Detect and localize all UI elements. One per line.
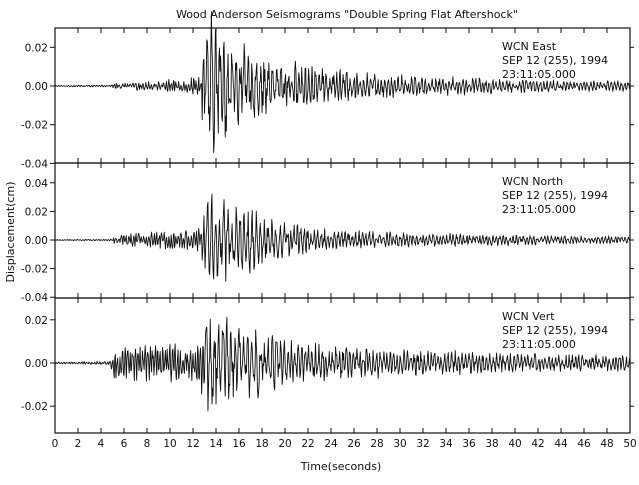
- x-tick-label: 30: [393, 438, 406, 450]
- x-tick-label: 4: [98, 438, 105, 450]
- y-axis-label: Displacement(cm): [4, 182, 17, 283]
- station-label: WCN East: [502, 40, 557, 53]
- x-tick-label: 10: [163, 438, 176, 450]
- waveform-trace-vert: [54, 316, 631, 412]
- panel-frame-vert: [54, 297, 631, 434]
- x-tick-label: 24: [324, 438, 338, 450]
- chart-title: Wood Anderson Seismograms "Double Spring…: [176, 8, 518, 21]
- y-tick-label: 0.00: [25, 358, 48, 370]
- y-tick-label: 0.02: [25, 42, 48, 54]
- x-tick-label: 0: [52, 438, 59, 450]
- station-label: WCN North: [502, 175, 563, 188]
- x-tick-label: 34: [439, 438, 453, 450]
- x-tick-label: 36: [462, 438, 476, 450]
- x-tick-label: 6: [121, 438, 128, 450]
- waveform-trace-north: [54, 193, 631, 282]
- station-label: WCN Vert: [502, 310, 555, 323]
- x-tick-label: 46: [577, 438, 591, 450]
- x-tick-label: 12: [186, 438, 199, 450]
- x-tick-label: 38: [485, 438, 498, 450]
- date-label: SEP 12 (255), 1994: [502, 324, 608, 337]
- y-tick-label: -0.02: [21, 401, 48, 413]
- x-tick-label: 18: [255, 438, 268, 450]
- x-tick-label: 42: [531, 438, 544, 450]
- y-tick-label: -0.04: [21, 292, 48, 304]
- x-tick-label: 50: [623, 438, 636, 450]
- x-tick-label: 20: [278, 438, 291, 450]
- x-tick-label: 2: [75, 438, 82, 450]
- time-label: 23:11:05.000: [502, 203, 576, 216]
- x-tick-label: 28: [370, 438, 383, 450]
- y-tick-label: -0.02: [21, 120, 48, 132]
- y-tick-label: 0.02: [25, 315, 48, 327]
- x-tick-label: 8: [144, 438, 151, 450]
- x-tick-label: 32: [416, 438, 429, 450]
- x-tick-label: 22: [301, 438, 314, 450]
- x-axis-label: Time(seconds): [300, 460, 381, 473]
- x-tick-label: 44: [554, 438, 568, 450]
- y-tick-label: -0.02: [21, 264, 48, 276]
- y-tick-label: 0.00: [25, 81, 48, 93]
- x-tick-label: 40: [508, 438, 521, 450]
- x-tick-label: 26: [347, 438, 361, 450]
- x-tick-label: 48: [600, 438, 613, 450]
- y-tick-label: 0.04: [25, 178, 49, 190]
- date-label: SEP 12 (255), 1994: [502, 54, 608, 67]
- time-label: 23:11:05.000: [502, 338, 576, 351]
- waveform-trace-east: [54, 11, 631, 154]
- x-tick-label: 14: [209, 438, 223, 450]
- y-tick-label: 0.02: [25, 206, 48, 218]
- x-tick-label: 16: [232, 438, 246, 450]
- y-tick-label: 0.00: [25, 235, 48, 247]
- y-tick-label: -0.04: [21, 158, 48, 170]
- date-label: SEP 12 (255), 1994: [502, 189, 608, 202]
- time-label: 23:11:05.000: [502, 68, 576, 81]
